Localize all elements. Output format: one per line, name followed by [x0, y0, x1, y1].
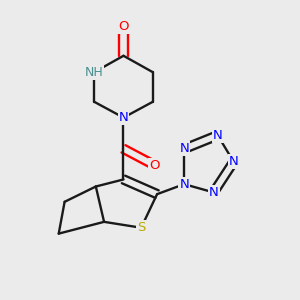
Text: N: N — [229, 155, 238, 168]
Text: S: S — [137, 221, 146, 234]
Text: N: N — [179, 142, 189, 155]
Text: N: N — [118, 111, 128, 124]
Text: O: O — [118, 20, 129, 33]
Text: NH: NH — [85, 66, 104, 79]
Text: O: O — [149, 159, 160, 172]
Text: N: N — [179, 178, 189, 191]
Text: N: N — [209, 186, 218, 199]
Text: N: N — [213, 129, 223, 142]
